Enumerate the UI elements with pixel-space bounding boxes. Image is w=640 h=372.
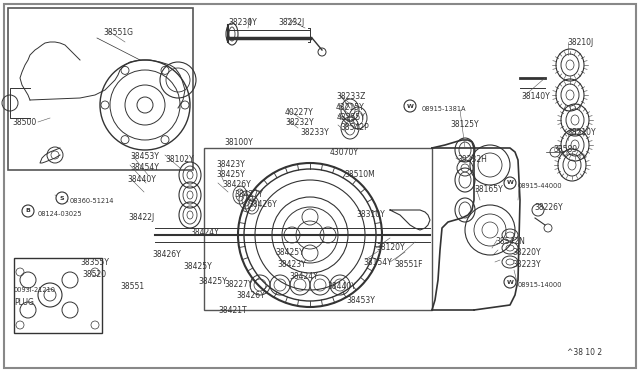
Text: 38542N: 38542N: [495, 237, 525, 246]
Text: ^38 10 2: ^38 10 2: [567, 348, 602, 357]
Text: 0093I-21210: 0093I-21210: [14, 287, 56, 293]
Text: 08915-14000: 08915-14000: [518, 282, 563, 288]
Text: 38154Y: 38154Y: [363, 258, 392, 267]
Text: 38454Y: 38454Y: [130, 163, 159, 172]
Text: 38500: 38500: [12, 118, 36, 127]
Text: 38427Y: 38427Y: [234, 190, 263, 199]
Text: 08360-51214: 08360-51214: [70, 198, 115, 204]
Text: 38423Y: 38423Y: [216, 160, 244, 169]
Text: 38424Y: 38424Y: [289, 272, 317, 281]
Text: 38425Y: 38425Y: [216, 170, 244, 179]
Text: 38232Y: 38232Y: [285, 118, 314, 127]
Text: 38140Y: 38140Y: [521, 92, 550, 101]
Text: 38424Y: 38424Y: [190, 228, 219, 237]
Circle shape: [56, 192, 68, 204]
Text: PLUG: PLUG: [14, 298, 34, 307]
Text: 39232H: 39232H: [457, 155, 487, 164]
Text: 38230Y: 38230Y: [228, 18, 257, 27]
Text: 38510M: 38510M: [344, 170, 375, 179]
Bar: [14, 258, 102, 333]
Text: 38165Y: 38165Y: [474, 185, 503, 194]
Circle shape: [504, 177, 516, 189]
Text: 38220Y: 38220Y: [512, 248, 541, 257]
Text: 38426Y: 38426Y: [222, 180, 251, 189]
Text: 38551F: 38551F: [394, 260, 422, 269]
Circle shape: [504, 276, 516, 288]
Text: 38589: 38589: [553, 145, 577, 154]
Text: 38440Y: 38440Y: [327, 282, 356, 291]
Text: W: W: [406, 103, 413, 109]
Text: W: W: [507, 279, 513, 285]
Text: 38542P: 38542P: [340, 123, 369, 132]
Text: 38551G: 38551G: [103, 28, 133, 37]
Text: 38425Y: 38425Y: [183, 262, 212, 271]
Text: 38233Y: 38233Y: [300, 128, 329, 137]
Text: 38426Y: 38426Y: [248, 200, 276, 209]
Text: 38232J: 38232J: [278, 18, 304, 27]
Text: 08915-1381A: 08915-1381A: [422, 106, 467, 112]
Bar: [8, 8, 193, 170]
Text: 38226Y: 38226Y: [534, 203, 563, 212]
Text: 38440Y: 38440Y: [127, 175, 156, 184]
Circle shape: [404, 100, 416, 112]
Text: 38120Y: 38120Y: [376, 243, 404, 252]
Text: 08124-03025: 08124-03025: [38, 211, 83, 217]
Text: 38355Y: 38355Y: [80, 258, 109, 267]
Text: 38310Y: 38310Y: [356, 210, 385, 219]
Text: 38100Y: 38100Y: [224, 138, 253, 147]
Text: 43215Y: 43215Y: [336, 103, 365, 112]
Text: 38210J: 38210J: [567, 38, 593, 47]
Text: 38102Y: 38102Y: [165, 155, 194, 164]
Text: S: S: [60, 196, 64, 201]
Text: 38421T: 38421T: [218, 306, 246, 315]
Text: 08915-44000: 08915-44000: [518, 183, 563, 189]
Text: W: W: [507, 180, 513, 186]
Text: 38423Y: 38423Y: [277, 260, 306, 269]
Text: B: B: [26, 208, 31, 214]
Bar: [204, 148, 432, 310]
Text: 43255Y: 43255Y: [337, 113, 366, 122]
Text: 38227Y: 38227Y: [224, 280, 253, 289]
Text: 38426Y: 38426Y: [152, 250, 180, 259]
Text: 38453Y: 38453Y: [130, 152, 159, 161]
Text: 38520: 38520: [82, 270, 106, 279]
Circle shape: [22, 205, 34, 217]
Text: 38223Y: 38223Y: [512, 260, 541, 269]
Text: 38422J: 38422J: [128, 213, 154, 222]
Text: 38233Z: 38233Z: [336, 92, 365, 101]
Text: 38426Y: 38426Y: [236, 291, 265, 300]
Text: 38425Y: 38425Y: [198, 277, 227, 286]
Text: 38425Y: 38425Y: [275, 248, 304, 257]
Text: 38125Y: 38125Y: [450, 120, 479, 129]
Text: 38551: 38551: [120, 282, 144, 291]
Text: 38453Y: 38453Y: [346, 296, 375, 305]
Text: 40227Y: 40227Y: [285, 108, 314, 117]
Text: 43070Y: 43070Y: [330, 148, 359, 157]
Text: 38210Y: 38210Y: [567, 128, 596, 137]
